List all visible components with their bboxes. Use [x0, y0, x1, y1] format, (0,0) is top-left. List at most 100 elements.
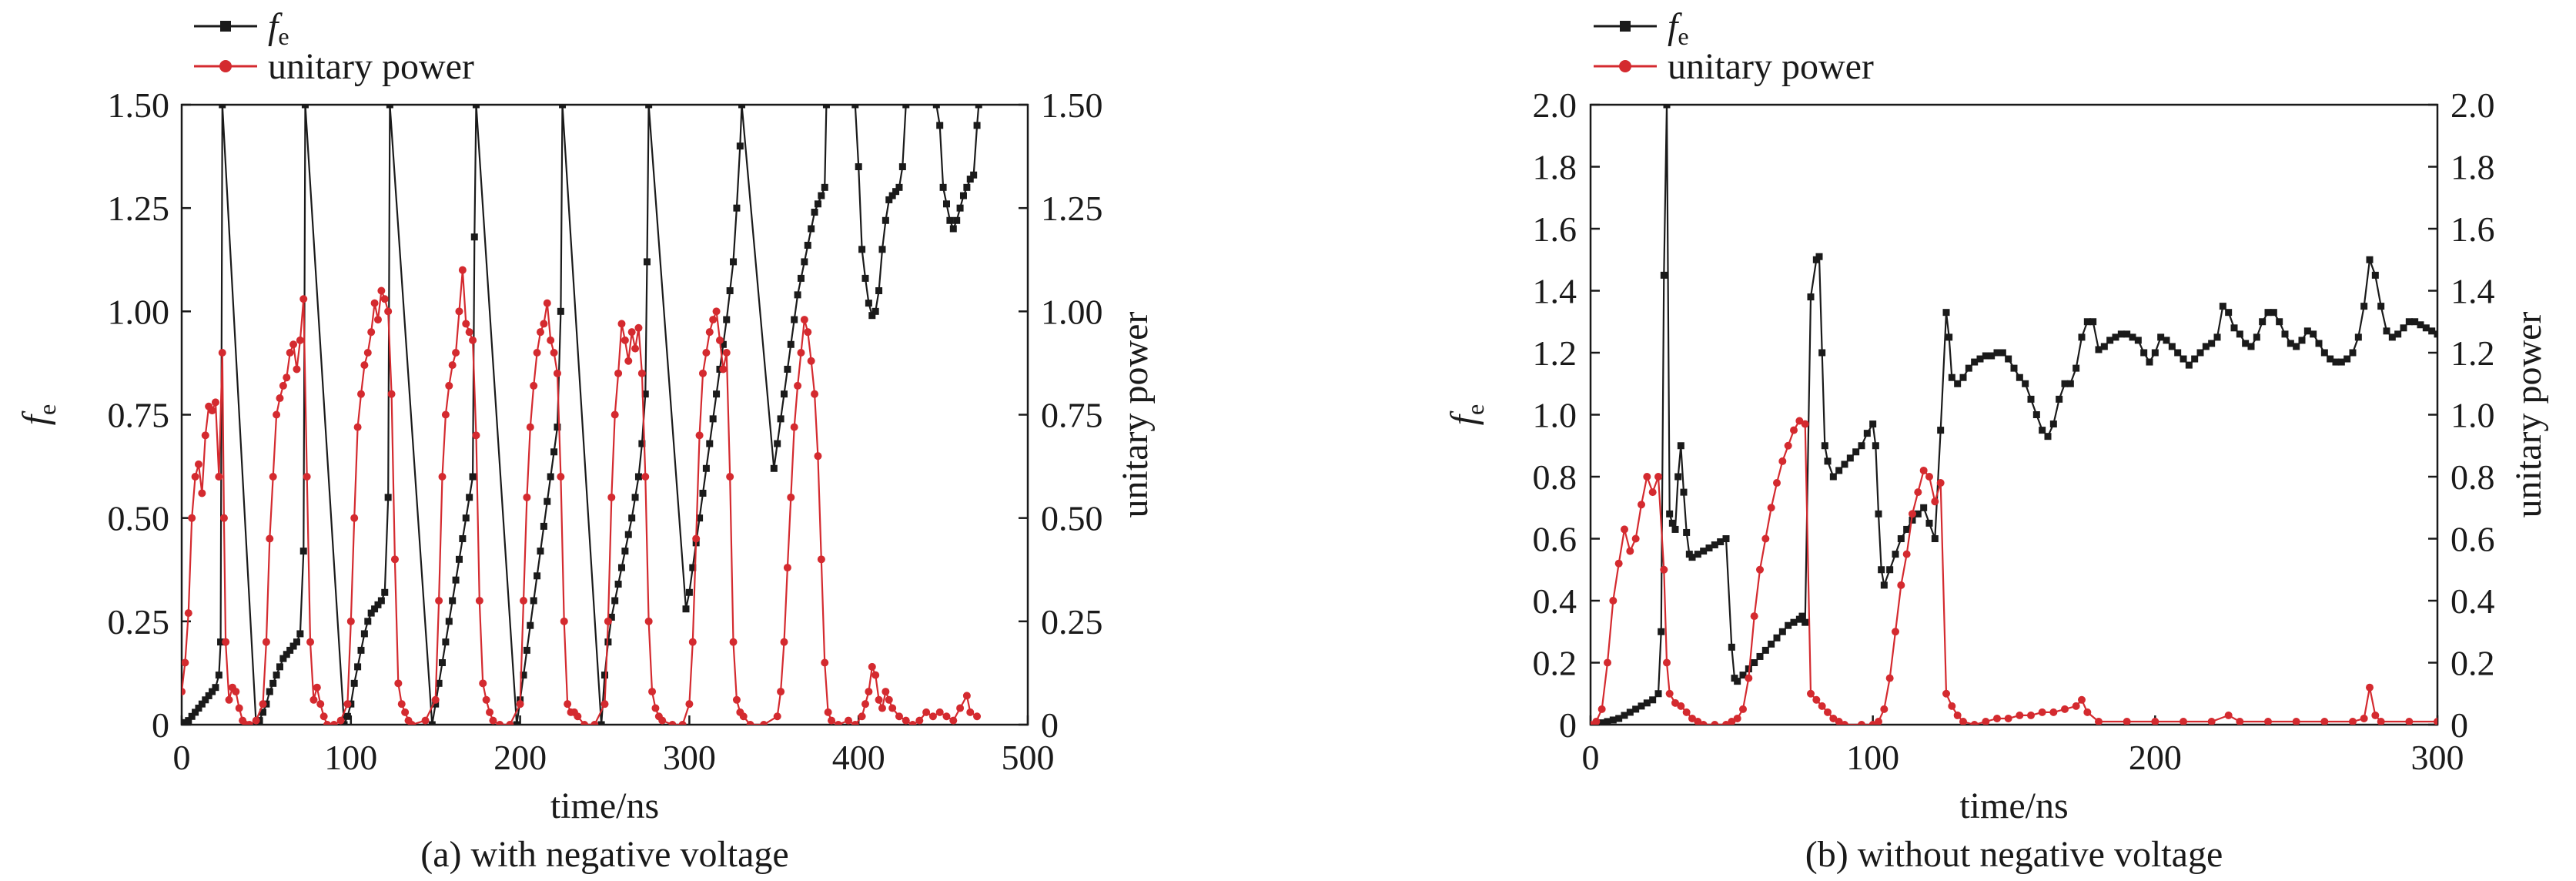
data-point-fe [2242, 340, 2250, 347]
data-point-power [536, 328, 544, 337]
data-point-power [343, 700, 352, 708]
data-point-fe [784, 365, 791, 373]
data-point-power [2180, 717, 2187, 725]
data-point-power [182, 688, 186, 696]
data-point-power [1902, 550, 1911, 558]
series-fe [1591, 105, 2437, 725]
data-point-power [875, 695, 883, 704]
data-point-fe [1768, 640, 1775, 648]
data-point-fe [1609, 716, 1617, 724]
data-point-fe [527, 621, 534, 629]
data-point-power [1948, 702, 1956, 710]
data-point-fe [1807, 293, 1815, 301]
y-tick-label-right: 1.50 [1041, 85, 1103, 125]
data-point-power [797, 349, 805, 357]
data-point-power [1621, 525, 1628, 534]
data-point-power [496, 721, 504, 725]
data-point-fe [435, 679, 443, 687]
x-tick-label: 500 [1002, 738, 1055, 777]
data-point-fe [1632, 705, 1640, 713]
data-point-fe [1638, 702, 1645, 710]
data-point-power [445, 381, 453, 390]
data-point-fe [438, 659, 446, 666]
y-tick-label-right: 2.0 [2451, 85, 2495, 125]
data-point-power [1993, 714, 2001, 722]
data-point-power [319, 712, 328, 721]
data-point-fe [195, 705, 202, 712]
data-point-power [2360, 714, 2368, 722]
data-point-power [299, 295, 308, 303]
data-point-fe [1728, 643, 1735, 651]
data-point-power [215, 473, 223, 481]
data-point-fe [442, 638, 450, 646]
data-point-power [705, 328, 714, 337]
data-point-fe [1658, 628, 1665, 635]
data-point-fe [2371, 271, 2379, 279]
y-tick-label-left: 0.75 [108, 396, 170, 435]
data-point-fe [645, 105, 653, 109]
data-point-power [533, 349, 541, 357]
y-tick-label-right: 0.50 [1041, 499, 1103, 538]
data-point-fe [1643, 699, 1651, 707]
data-point-power [1745, 674, 1753, 682]
data-point-power [553, 369, 561, 377]
data-point-power [878, 704, 886, 712]
data-point-power [902, 716, 910, 725]
data-point-fe [1674, 473, 1682, 481]
data-point-fe [273, 672, 280, 679]
data-point-power [1931, 497, 1939, 506]
data-point-power [1812, 695, 1821, 704]
data-point-power [2349, 717, 2357, 725]
data-point-power [1609, 597, 1618, 605]
data-point-power [2236, 717, 2244, 725]
data-point-power [421, 716, 430, 725]
data-point-power [211, 398, 219, 407]
data-point-fe [966, 176, 974, 183]
data-point-power [922, 708, 931, 716]
data-point-power [695, 431, 704, 440]
data-point-power [1784, 441, 1792, 450]
data-point-power [2434, 717, 2437, 725]
data-point-power [1597, 705, 1606, 713]
legend-label: fe [1668, 6, 1689, 50]
data-point-fe [215, 672, 222, 679]
data-point-fe [544, 497, 551, 505]
data-point-fe [350, 679, 358, 687]
data-point-fe [885, 196, 893, 203]
data-point-fe [377, 597, 385, 605]
data-point-fe [2129, 333, 2136, 341]
data-point-power [732, 695, 741, 704]
data-point-fe [2360, 303, 2368, 310]
data-point-fe [1680, 488, 1688, 496]
data-point-power [1677, 702, 1685, 710]
data-point-fe [895, 183, 903, 191]
data-point-fe [892, 188, 900, 196]
data-point-fe [898, 163, 906, 170]
data-point-fe [428, 721, 436, 725]
data-point-fe [279, 655, 287, 662]
data-point-fe [791, 316, 798, 323]
y-axis-label-right: unitary power [1115, 312, 1156, 518]
data-point-power [313, 683, 321, 692]
data-point-power [644, 617, 653, 625]
data-point-power [346, 617, 355, 625]
data-point-power [1824, 708, 1832, 716]
series-power [1591, 417, 2437, 725]
data-point-power [851, 721, 859, 725]
data-point-fe [185, 717, 192, 725]
data-point-power [2123, 717, 2131, 725]
data-point-power [1790, 426, 1798, 434]
data-point-power [384, 307, 393, 316]
data-point-fe [2196, 349, 2204, 357]
data-point-fe [1598, 719, 1606, 725]
data-point-fe [2140, 349, 2148, 357]
data-point-power [942, 712, 951, 721]
data-point-power [222, 638, 230, 646]
data-point-fe [1976, 355, 1984, 363]
data-point-fe [340, 721, 348, 725]
data-point-power [783, 564, 791, 572]
data-point-power [479, 679, 487, 688]
data-point-fe [1942, 309, 1950, 317]
